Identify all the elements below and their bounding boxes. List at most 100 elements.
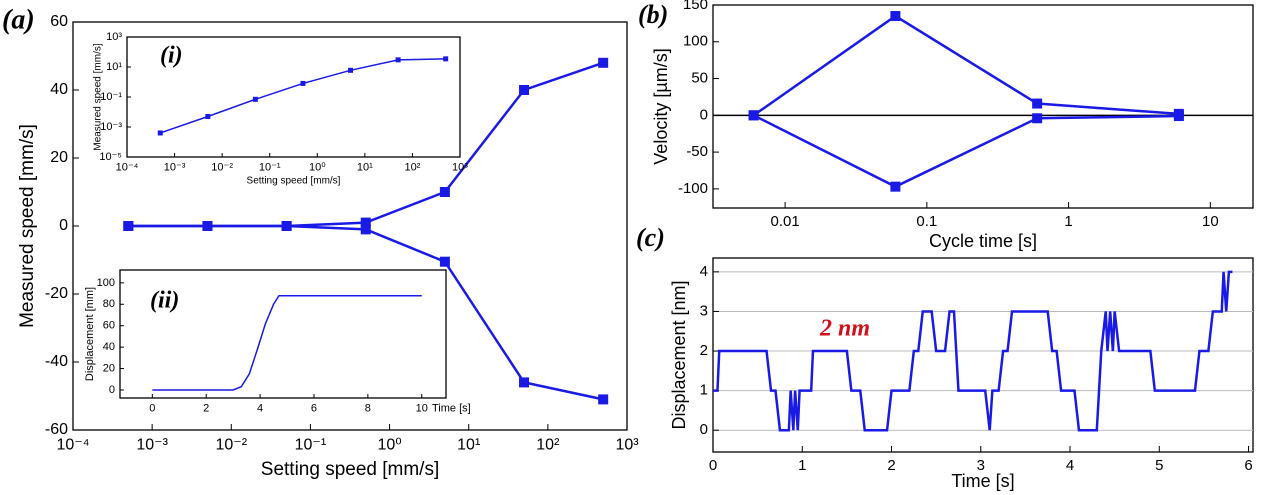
y-tick-label: 10³ (106, 31, 122, 43)
y-tick-label: 1 (700, 382, 708, 399)
marker (439, 256, 450, 267)
x-tick-label: 8 (365, 402, 371, 414)
panel-label: (ii) (150, 288, 179, 314)
x-tick-label: 4 (1066, 457, 1074, 474)
plot-frame (126, 36, 461, 158)
panel-label: (a) (2, 4, 35, 35)
x-tick-label: 10² (536, 436, 560, 453)
x-axis-label: Setting speed [mm/s] (261, 459, 439, 480)
marker (1032, 98, 1043, 109)
y-axis-label: Displacement [nm] (669, 280, 689, 429)
x-tick-label: 2 (887, 457, 895, 474)
series-line (713, 270, 1233, 432)
marker (1173, 111, 1184, 122)
marker (252, 96, 258, 102)
y-tick-label: -50 (686, 143, 708, 160)
marker (598, 394, 609, 405)
y-tick-label: -60 (45, 421, 68, 438)
marker (360, 224, 371, 235)
x-axis-label: Cycle time [s] (929, 231, 1037, 251)
x-tick-label: 10⁻⁴ (116, 161, 139, 173)
x-tick-label: 10¹ (357, 161, 373, 173)
marker (202, 221, 213, 231)
x-tick-label: 0.1 (916, 213, 937, 230)
x-tick-label: 10 (1202, 213, 1219, 230)
x-tick-label: 0 (149, 402, 155, 414)
x-axis-label: Time [s] (951, 471, 1014, 491)
marker (205, 114, 211, 120)
y-tick-label: 0 (700, 421, 708, 438)
y-tick-label: 3 (700, 302, 708, 319)
marker (519, 377, 530, 388)
x-tick-label: 4 (257, 402, 263, 414)
series-line (753, 114, 1179, 189)
marker (157, 130, 163, 136)
y-tick-label: 80 (103, 298, 115, 310)
y-tick-label: -40 (45, 353, 68, 370)
plot-frame (712, 257, 1254, 453)
y-tick-label: 4 (700, 263, 708, 280)
panel-label: (c) (636, 223, 665, 252)
y-tick-label: 10⁻¹ (100, 91, 122, 103)
x-tick-label: 10⁻¹ (259, 161, 281, 173)
x-tick-label: 10⁻¹ (295, 436, 327, 453)
y-tick-label: 0 (109, 384, 115, 396)
x-tick-label: 10¹ (457, 436, 480, 453)
x-tick-label: 10⁰ (377, 436, 401, 453)
y-tick-label: 50 (691, 70, 708, 87)
y-tick-label: 20 (103, 362, 115, 374)
x-tick-label: 10⁻³ (136, 436, 168, 453)
panel-label: (b) (638, 0, 668, 29)
x-tick-label: 10⁻³ (164, 161, 186, 173)
marker (519, 85, 530, 95)
x-tick-label: 2 (203, 402, 209, 414)
y-tick-label: 10⁻³ (100, 121, 122, 133)
marker (300, 80, 306, 86)
y-tick-label: 40 (103, 341, 115, 353)
x-tick-label: 0.01 (770, 213, 799, 230)
x-tick-label: 10³ (452, 161, 468, 173)
y-tick-label: 60 (103, 320, 115, 332)
y-axis-label: Measured speed [mm/s] (17, 124, 38, 328)
plot-frame (119, 269, 447, 399)
marker (123, 221, 134, 231)
y-tick-label: 2 (700, 342, 708, 359)
y-tick-label: 0 (700, 106, 708, 123)
y-tick-label: 60 (50, 13, 68, 30)
y-tick-label: 40 (50, 81, 68, 98)
y-tick-label: 20 (50, 149, 68, 166)
x-tick-label: 10⁻² (211, 161, 233, 173)
x-tick-label: 5 (1155, 457, 1163, 474)
marker (395, 57, 401, 63)
series-line (152, 294, 422, 391)
marker (890, 181, 901, 192)
marker (360, 217, 371, 228)
series-line (752, 14, 1179, 117)
panel-label: (i) (160, 43, 183, 69)
y-tick-label: 150 (683, 0, 708, 13)
y-tick-label: 0 (59, 217, 68, 234)
annotation: 2 nm (819, 316, 870, 342)
x-tick-label: 1 (1064, 213, 1072, 230)
x-tick-label: 0 (709, 457, 717, 474)
y-tick-label: 10⁻⁵ (99, 151, 122, 163)
y-axis-label: Measured speed [mm/s] (93, 43, 104, 150)
y-tick-label: 10¹ (106, 61, 122, 73)
x-tick-label: 10⁰ (309, 161, 326, 173)
x-axis-label: Time [s] (432, 402, 471, 414)
marker (890, 11, 901, 22)
x-tick-label: 3 (977, 457, 985, 474)
x-tick-label: 6 (1244, 457, 1252, 474)
y-axis-label: Displacement [mm] (84, 287, 96, 381)
x-tick-label: 10⁻² (215, 436, 247, 453)
x-tick-label: 10² (404, 161, 420, 173)
marker (348, 67, 354, 73)
marker (281, 221, 292, 231)
marker (443, 56, 449, 62)
x-tick-label: 10 (416, 402, 428, 414)
marker (439, 187, 450, 197)
x-tick-label: 1 (798, 457, 806, 474)
x-tick-label: 10⁻⁴ (56, 436, 89, 453)
x-axis-label: Setting speed [mm/s] (247, 176, 341, 187)
